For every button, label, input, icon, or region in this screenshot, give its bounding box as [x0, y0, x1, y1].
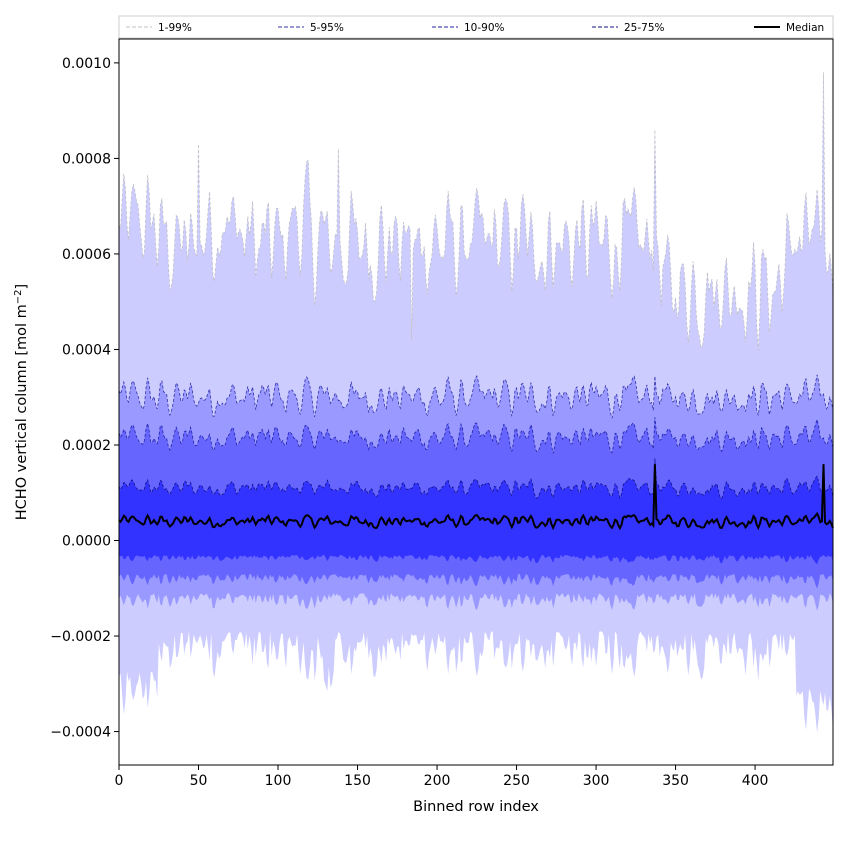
x-tick-label: 400 [742, 773, 769, 789]
legend-label: 25-75% [624, 22, 665, 34]
legend-box [118, 15, 834, 39]
band-edge-1-99pct [118, 72, 834, 351]
legend: 1-99% 5-95% 10-90% 25-75% Median [118, 15, 834, 39]
band-edge-10-90pct [118, 417, 834, 454]
legend-label: 1-99% [158, 22, 192, 34]
y-tick-label: 0.0004 [62, 342, 111, 358]
line-layer [118, 72, 834, 531]
y-axis-label: HCHO vertical column [mol m−2] [13, 284, 30, 520]
y-tick-label: −0.0004 [50, 725, 111, 741]
x-tick-label: 100 [265, 773, 292, 789]
legend-label: 10-90% [464, 22, 505, 34]
y-axis-label-main: HCHO vertical column [mol m [14, 304, 30, 520]
y-tick-label: 0.0000 [62, 534, 111, 550]
y-tick-label: −0.0002 [50, 629, 111, 645]
plot-frame [118, 38, 834, 766]
y-tick-label: 0.0002 [62, 438, 111, 454]
y-axis-label-sup: −2 [13, 289, 24, 304]
x-tick-label: 350 [662, 773, 689, 789]
x-axis: 0 50 100 150 200 250 300 350 400 [115, 765, 769, 789]
legend-label: Median [786, 22, 824, 34]
x-tick-label: 250 [503, 773, 530, 789]
y-tick-label: 0.0008 [62, 151, 111, 167]
y-axis-label-close: ] [14, 284, 30, 290]
x-tick-label: 200 [424, 773, 451, 789]
x-tick-label: 150 [344, 773, 371, 789]
y-axis: −0.0004 −0.0002 0.0000 0.0002 0.0004 0.0006 0.… [50, 56, 119, 741]
band-edge-5-95pct [118, 374, 834, 419]
x-axis-label: Binned row index [413, 799, 539, 815]
y-tick-label: 0.0010 [62, 56, 111, 72]
median-line [118, 464, 834, 531]
y-tick-label: 0.0006 [62, 247, 111, 263]
legend-label: 5-95% [310, 22, 344, 34]
x-tick-label: 50 [190, 773, 208, 789]
x-tick-label: 0 [115, 773, 124, 789]
x-tick-label: 300 [583, 773, 610, 789]
